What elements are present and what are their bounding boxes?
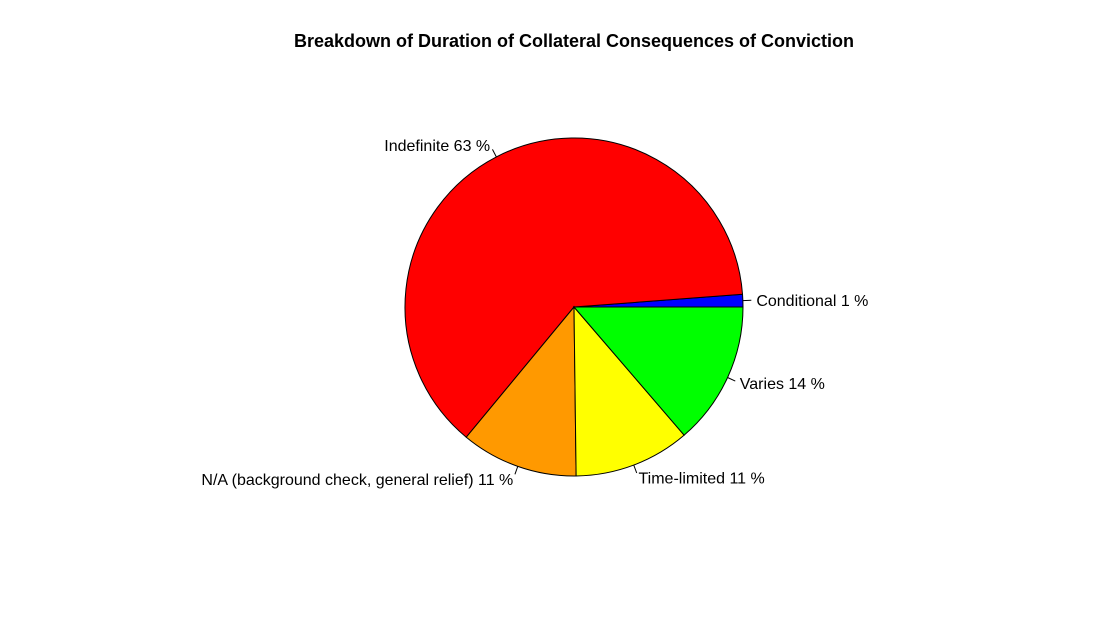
pie-slice-label: N/A (background check, general relief) 1… xyxy=(201,472,513,489)
pie-slice-label: Varies 14 % xyxy=(740,376,825,393)
pie-slices xyxy=(404,137,744,477)
chart-title: Breakdown of Duration of Collateral Cons… xyxy=(294,31,854,51)
pie-slice xyxy=(404,137,744,438)
pie-leader-line xyxy=(492,149,497,158)
pie-slice-label: Indefinite 63 % xyxy=(384,138,490,155)
pie-labels: Conditional 1 % Indefinite 63 % N/A (backg… xyxy=(201,138,868,489)
pie-leader-line xyxy=(727,377,736,382)
pie-slice xyxy=(572,306,744,436)
pie-leader-line xyxy=(633,464,638,474)
pie-slice-label: Time-limited 11 % xyxy=(638,471,764,488)
pie-leader-lines xyxy=(492,149,752,475)
pie-slice xyxy=(465,305,577,477)
pie-leader-line xyxy=(514,466,519,475)
pie-slice-label: Conditional 1 % xyxy=(756,293,868,310)
pie-slice xyxy=(573,305,685,477)
